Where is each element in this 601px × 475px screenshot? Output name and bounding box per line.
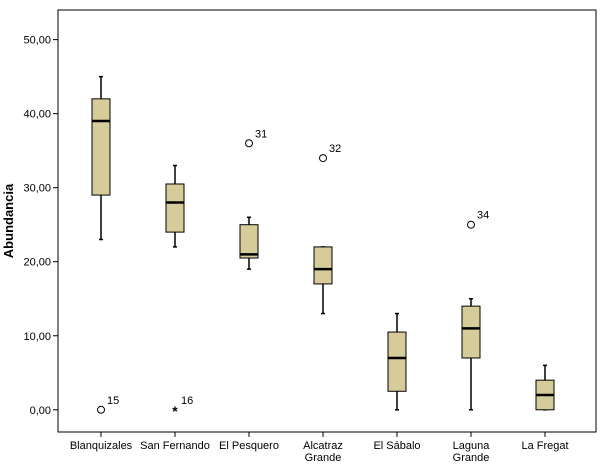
y-tick-label: 0,00 <box>30 405 51 417</box>
extreme-star-marker: * <box>172 403 178 419</box>
box-2 <box>165 164 185 248</box>
outlier-circle-marker <box>97 405 105 414</box>
box-3 <box>239 216 259 270</box>
y-tick-label: 10,00 <box>23 331 51 343</box>
outlier-circle-marker <box>467 220 475 229</box>
outlier-label: 32 <box>329 143 341 155</box>
plot-area-frame <box>57 9 597 433</box>
x-tick-label: Alcatraz Grande <box>303 440 343 464</box>
box-iqr <box>313 246 333 285</box>
box-iqr <box>387 331 407 392</box>
box-iqr <box>165 183 185 233</box>
outlier-circle-marker <box>319 154 327 163</box>
box-1 <box>91 75 111 241</box>
y-axis-label: Abundancia <box>1 183 16 258</box>
outlier-32: 32 <box>319 143 341 163</box>
y-tick-label: 30,00 <box>23 183 51 195</box>
outlier-16: *16 <box>172 395 193 419</box>
outlier-label: 15 <box>107 395 119 407</box>
box-4 <box>313 246 333 315</box>
box-7 <box>535 364 555 411</box>
outliers-group: 15 *16 31 32 34 <box>97 128 489 419</box>
box-5 <box>387 312 407 411</box>
y-tick-label: 50,00 <box>23 35 51 47</box>
outlier-label: 34 <box>477 210 489 222</box>
box-iqr <box>91 98 111 196</box>
outlier-15: 15 <box>97 395 119 414</box>
outlier-34: 34 <box>467 210 489 229</box>
box-6 <box>461 297 481 411</box>
outlier-31: 31 <box>245 128 267 148</box>
y-tick-label: 20,00 <box>23 257 51 269</box>
x-axis: Blanquizales San Fernando El Pesquero Alcat… <box>70 432 569 464</box>
boxes-group <box>91 75 555 411</box>
x-tick-label: La Fregat <box>521 440 568 452</box>
x-tick-label: El Sábalo <box>373 440 420 452</box>
outlier-label: 31 <box>255 128 267 140</box>
box-iqr <box>461 305 481 359</box>
y-axis: 0,00 10,00 20,00 30,00 40,00 50,00 <box>23 35 58 417</box>
x-tick-label: El Pesquero <box>219 440 279 452</box>
box-iqr <box>239 224 259 259</box>
x-tick-label: Laguna Grande <box>453 440 491 464</box>
outlier-circle-marker <box>245 139 253 148</box>
x-tick-label: San Fernando <box>140 440 210 452</box>
x-tick-label: Blanquizales <box>70 440 133 452</box>
y-tick-label: 40,00 <box>23 109 51 121</box>
outlier-label: 16 <box>181 395 193 407</box>
